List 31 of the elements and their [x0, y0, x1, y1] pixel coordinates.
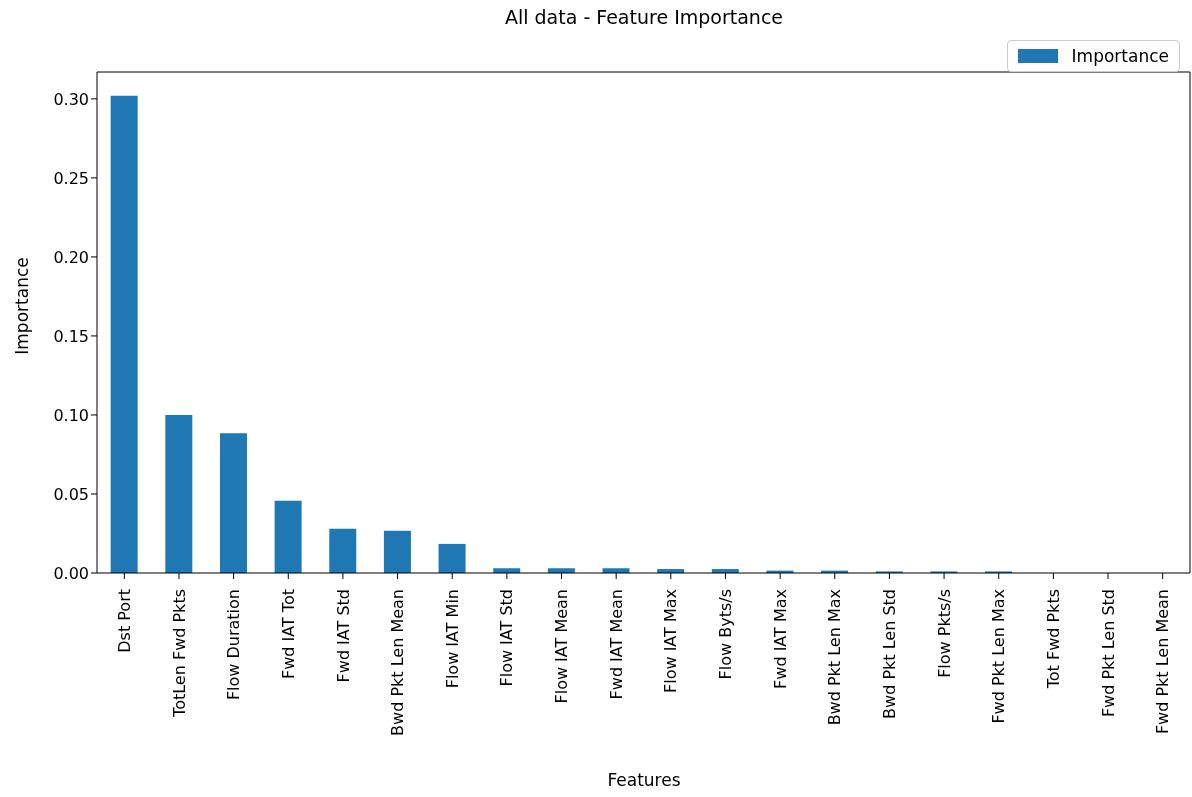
x-tick-label: Dst Port — [114, 589, 134, 653]
x-tick-label: Fwd Pkt Len Std — [1098, 589, 1118, 718]
y-tick-label: 0.15 — [53, 326, 89, 346]
x-tick-label: Flow IAT Std — [497, 589, 517, 687]
x-tick-label: Fwd Pkt Len Max — [989, 589, 1009, 724]
x-tick-label: Bwd Pkt Len Std — [880, 589, 900, 719]
x-tick-label: Flow Pkts/s — [934, 589, 954, 678]
chart-title: All data - Feature Importance — [503, 6, 784, 28]
x-tick-label: Fwd IAT Std — [333, 589, 353, 683]
x-tick-label: Fwd Pkt Len Mean — [1153, 589, 1173, 735]
x-tick-label: Tot Fwd Pkts — [1043, 589, 1063, 690]
x-tick-label: Flow Duration — [224, 589, 244, 701]
y-tick-label: 0.10 — [53, 405, 89, 425]
y-tick-label: 0.05 — [53, 484, 89, 504]
x-tick-label: Fwd IAT Mean — [606, 589, 626, 700]
legend-label: Importance — [1070, 46, 1169, 66]
x-tick-label: Bwd Pkt Len Max — [825, 589, 845, 726]
x-tick-label: Flow Byts/s — [716, 589, 736, 680]
x-tick-label: Flow IAT Min — [442, 589, 462, 689]
x-tick-label: Bwd Pkt Len Mean — [388, 589, 408, 736]
y-axis-title: Importance — [12, 257, 32, 355]
x-axis-title: Features — [606, 770, 682, 790]
x-tick-label: Fwd IAT Max — [770, 589, 790, 689]
x-tick-label: Flow IAT Mean — [552, 589, 572, 704]
y-tick-label: 0.00 — [53, 563, 89, 583]
y-tick-label: 0.30 — [53, 89, 89, 109]
x-tick-label: TotLen Fwd Pkts — [169, 589, 189, 718]
x-tick-label: Flow IAT Max — [661, 589, 681, 693]
x-tick-label: Fwd IAT Tot — [278, 589, 298, 679]
y-tick-label: 0.20 — [53, 247, 89, 267]
y-tick-label: 0.25 — [53, 168, 89, 188]
